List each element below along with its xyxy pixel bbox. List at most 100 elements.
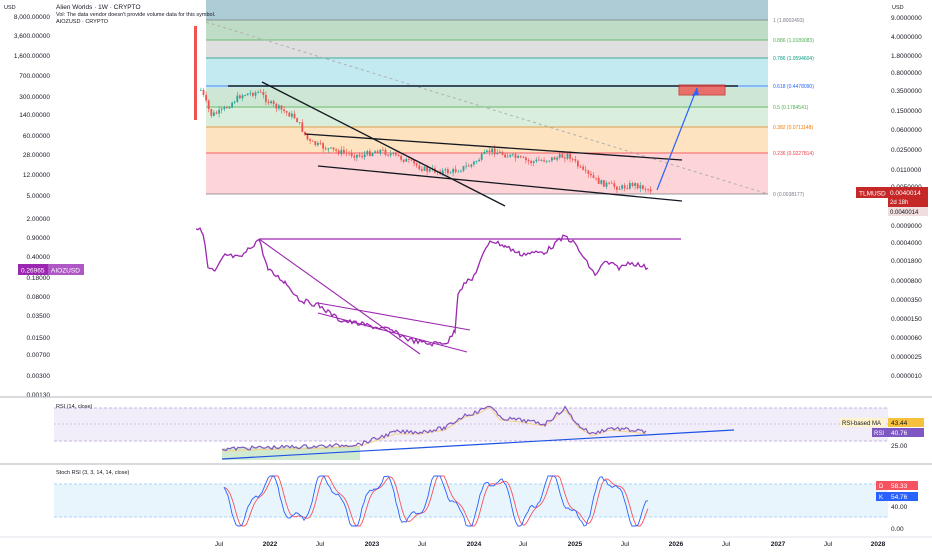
- tlm-candle-63: [361, 156, 363, 158]
- tlm-candle-113: [491, 148, 493, 153]
- tlm-candle-78: [400, 156, 402, 160]
- tlm-candle-96: [447, 169, 449, 174]
- aioz-wedge-upper: [317, 302, 471, 331]
- tlm-candle-8: [218, 109, 220, 114]
- tlm-candle-73: [387, 154, 389, 156]
- tlm-candle-173: [647, 189, 649, 191]
- fib-band-0382-0236: [206, 108, 768, 128]
- right-axis-label-6: 0.0600000: [891, 127, 922, 134]
- tlm-candle-109: [480, 153, 483, 160]
- left-axis-label-19: 0.00130: [27, 392, 51, 399]
- stoch-k-label: K: [879, 495, 883, 501]
- tlm-candle-132: [540, 160, 543, 162]
- tlm-candle-154: [597, 177, 600, 184]
- fibonacci-labels: 1 (1.8002493) 0.886 (1.0189083) 0.786 (1.0…: [773, 18, 814, 198]
- tlm-candle-86: [421, 169, 423, 171]
- tlm-candle-10: [223, 107, 226, 110]
- x-axis-label-7: 2025: [568, 541, 583, 548]
- x-axis-label-10: Jul: [722, 541, 731, 548]
- tlm-candle-131: [538, 159, 540, 161]
- tlm-candle-45: [314, 141, 317, 146]
- tlm-candle-39: [298, 122, 301, 123]
- tlm-candle-75: [392, 152, 395, 154]
- rsi-pane[interactable]: RSI (14, close) RSI-based MA 43.44 RSI 4…: [54, 404, 924, 460]
- rsi-title: RSI (14, close): [56, 404, 93, 410]
- tlm-candle-120: [509, 154, 512, 157]
- left-axis-label-6: 60.00000: [23, 133, 50, 140]
- tlm-candle-80: [405, 158, 408, 162]
- tlm-candle-138: [556, 157, 558, 160]
- tlm-candle-88: [426, 166, 428, 172]
- tlm-candle-19: [246, 93, 249, 96]
- tlm-candle-118: [504, 154, 506, 158]
- stoch-pane[interactable]: Stoch RSI (3, 3, 14, 14, close) D 58.33 …: [54, 470, 918, 533]
- tlm-candle-163: [621, 185, 623, 189]
- tlm-candle-134: [545, 160, 548, 162]
- tlm-candle-25: [262, 92, 265, 96]
- stoch-d-line: [223, 475, 649, 527]
- tlm-candle-60: [353, 155, 356, 158]
- tlm-candle-62: [358, 154, 361, 157]
- tlm-candle-116: [499, 151, 501, 153]
- tlm-candle-77: [397, 154, 400, 157]
- tlm-badge-below: 0.0040014: [890, 210, 919, 216]
- tlm-candle-27: [267, 101, 270, 104]
- tlm-candle-106: [473, 161, 475, 165]
- tlm-candle-153: [595, 177, 597, 179]
- fib-band-0618-05: [206, 58, 768, 88]
- tlm-candle-17: [241, 95, 244, 99]
- dashed-trendline: [205, 21, 769, 195]
- stoch-title: Stoch RSI (3, 3, 14, 14, close): [56, 470, 130, 476]
- tlm-candle-139: [558, 154, 561, 158]
- tlm-candle-144: [571, 158, 574, 160]
- tlm-candle-125: [522, 157, 525, 158]
- tlm-candle-54: [337, 150, 340, 154]
- x-axis-label-11: 2027: [771, 541, 786, 548]
- tlm-candle-48: [322, 143, 324, 149]
- tlm-candle-1: [200, 89, 202, 91]
- x-axis-label-0: Jul: [215, 541, 224, 548]
- fibonacci-lines: [206, 19, 768, 195]
- tlm-candle-4: [207, 100, 210, 109]
- tlm-candle-169: [636, 183, 639, 189]
- tlm-candle-146: [577, 160, 579, 167]
- fib-band-05-0382: [206, 88, 768, 108]
- aioz-trendlines[interactable]: [258, 238, 681, 355]
- fib-label-7: 0 (0.0038177): [773, 192, 804, 198]
- tlm-candle-49: [324, 148, 327, 150]
- tlm-candle-140: [561, 154, 564, 158]
- tlm-candle-65: [366, 151, 369, 155]
- tlm-candle-20: [249, 92, 252, 94]
- right-axis-label-13: 0.0001800: [891, 258, 922, 265]
- tlm-candle-83: [413, 160, 415, 164]
- tlm-candle-66: [369, 151, 371, 156]
- tlm-candle-28: [270, 101, 272, 104]
- left-axis-label-7: 28.00000: [23, 152, 50, 159]
- right-axis-label-5: 0.1500000: [891, 108, 922, 115]
- tlm-candle-29: [272, 101, 275, 104]
- stoch-d-label: D: [879, 484, 884, 490]
- left-axis-label-8: 12.00000: [23, 172, 50, 179]
- tlm-candle-112: [488, 150, 491, 153]
- left-axis-label-13: 0.18000: [27, 275, 51, 282]
- tlm-candle-168: [634, 183, 636, 186]
- tlm-candle-104: [467, 165, 470, 167]
- stoch-k-line: [223, 475, 648, 527]
- price-trendlines[interactable]: [228, 81, 738, 207]
- tlm-candle-61: [356, 154, 358, 158]
- rsi-line: [221, 405, 647, 452]
- tlm-candle-30: [275, 103, 278, 109]
- tlm-candle-166: [629, 183, 631, 189]
- overlay-symbol: AIOZUSD · CRYPTO: [56, 19, 109, 25]
- x-axis-label-2: Jul: [316, 541, 325, 548]
- tlm-candle-141: [564, 157, 566, 159]
- fib-band-0786-0618: [206, 40, 768, 58]
- tlm-candle-157: [605, 182, 608, 187]
- left-axis-label-4: 300.00000: [19, 94, 50, 101]
- tlm-candle-142: [566, 153, 569, 159]
- stoch-axis-40: 40.00: [891, 504, 908, 511]
- tlm-price-badge: TLMUSD 0.0040014 2d 18h 0.0040014: [856, 187, 928, 216]
- tlm-candle-103: [465, 165, 467, 167]
- tlm-candle-165: [626, 188, 629, 190]
